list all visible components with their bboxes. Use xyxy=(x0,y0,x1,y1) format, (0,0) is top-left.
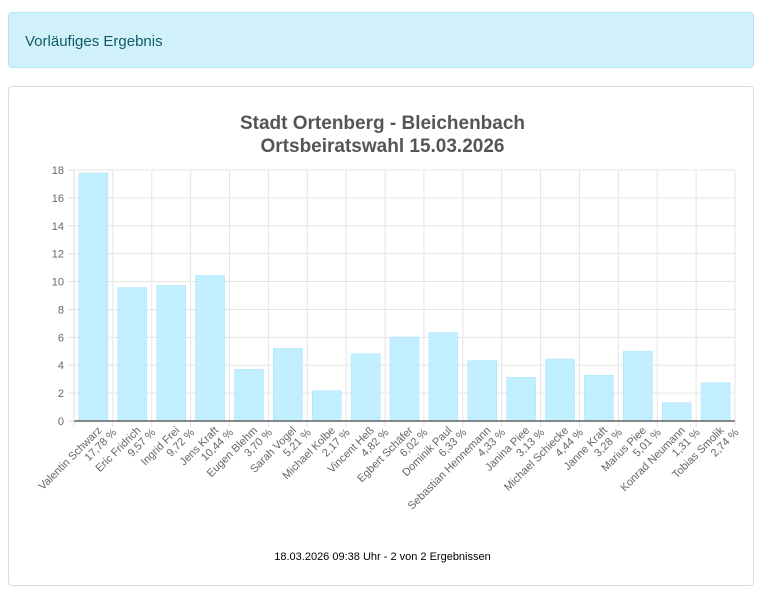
chart-title-line-1: Stadt Ortenberg - Bleichenbach xyxy=(239,113,526,134)
y-tick-label: 18 xyxy=(52,165,64,177)
y-tick-label: 12 xyxy=(52,249,64,261)
bar xyxy=(389,336,420,422)
status-alert: Vorläufiges Ergebnis xyxy=(8,12,754,68)
y-tick-label: 8 xyxy=(58,304,64,316)
bar xyxy=(234,369,264,422)
bar xyxy=(623,350,653,422)
chart-title-line-2: Ortsbeiratswahl 15.03.2026 xyxy=(260,136,505,157)
bar xyxy=(117,287,148,422)
bar xyxy=(467,360,498,422)
status-alert-text: Vorläufiges Ergebnis xyxy=(25,33,163,50)
bar xyxy=(506,377,536,422)
bar xyxy=(545,358,575,422)
bar xyxy=(700,382,731,422)
chart-title: Stadt Ortenberg - Bleichenbach Ortsbeira… xyxy=(0,112,765,158)
y-tick-label: 14 xyxy=(52,221,64,233)
bar xyxy=(78,172,109,422)
bar xyxy=(661,402,692,422)
bar xyxy=(584,375,614,422)
chart-footer: 18.03.2026 09:38 Uhr - 2 von 2 Ergebniss… xyxy=(274,551,491,563)
y-tick-label: 16 xyxy=(52,193,64,205)
y-tick-label: 0 xyxy=(58,416,64,428)
y-tick-label: 6 xyxy=(58,332,64,344)
x-tick-label: Jens Kraft10,44 % xyxy=(178,418,237,477)
bar xyxy=(428,332,459,422)
bar xyxy=(311,390,342,422)
y-tick-label: 10 xyxy=(52,277,64,289)
bar xyxy=(195,275,225,422)
y-tick-label: 2 xyxy=(58,388,64,400)
x-tick-label: Ingrid Frei9,72 % xyxy=(139,418,198,477)
bar xyxy=(350,353,381,422)
y-tick-label: 4 xyxy=(58,360,64,372)
bar xyxy=(273,348,303,422)
bar xyxy=(156,285,186,422)
